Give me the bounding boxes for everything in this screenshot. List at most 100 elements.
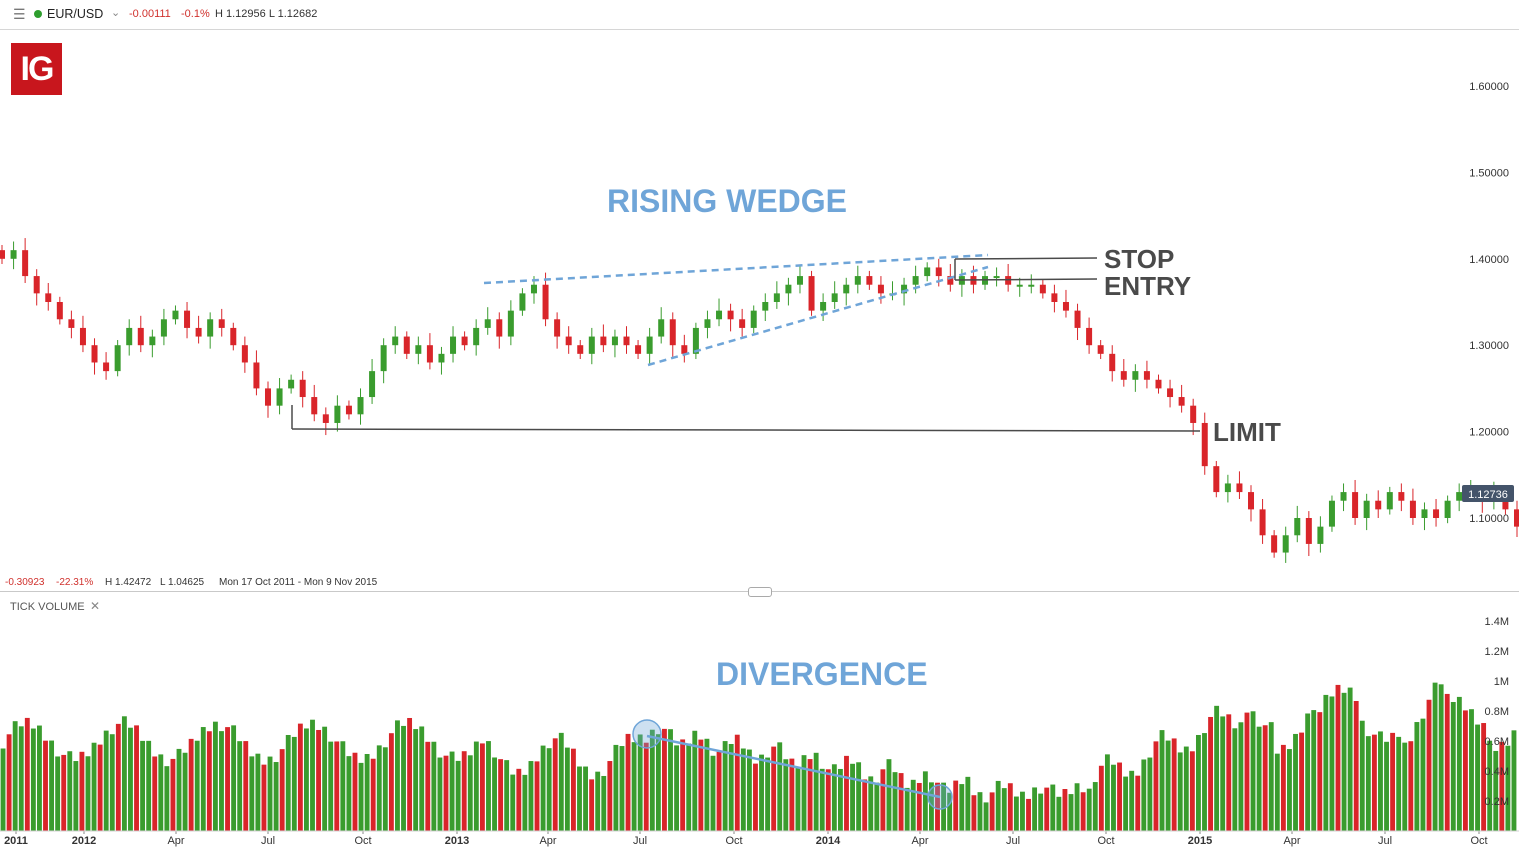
volume-bar xyxy=(449,751,455,831)
volume-tick-label: 1.4M xyxy=(1485,616,1509,628)
candle-body xyxy=(1190,405,1197,423)
volume-bar xyxy=(1080,792,1086,831)
candle-body xyxy=(588,336,595,354)
volume-bar xyxy=(316,729,322,831)
panel-resize-handle[interactable] xyxy=(748,587,772,597)
candle-body xyxy=(600,336,607,346)
volume-bar xyxy=(1444,693,1450,831)
candle-body xyxy=(681,345,688,354)
volume-bar xyxy=(419,726,425,831)
volume-bar xyxy=(455,760,461,831)
volume-bar xyxy=(206,731,212,831)
candle-body xyxy=(45,293,52,302)
price-change: -0.00111 xyxy=(129,8,171,20)
candle-body xyxy=(727,310,734,320)
volume-bar xyxy=(686,743,692,831)
volume-bar xyxy=(564,747,570,831)
volume-bar xyxy=(1293,733,1298,831)
limit-label: LIMIT xyxy=(1213,417,1281,447)
candle-body xyxy=(1178,397,1185,406)
volume-bar xyxy=(1426,699,1432,831)
volume-bar xyxy=(364,754,370,831)
volume-bar xyxy=(989,792,995,831)
volume-bar xyxy=(619,746,625,831)
volume-bar xyxy=(1511,730,1517,831)
volume-bar xyxy=(1481,723,1487,831)
instrument-symbol[interactable]: EUR/USD xyxy=(47,7,104,21)
candle-body xyxy=(831,293,838,302)
volume-bar xyxy=(668,729,673,831)
volume-bar xyxy=(388,733,394,831)
x-tick-label: Jul xyxy=(1006,835,1020,847)
volume-bar xyxy=(1365,736,1371,831)
candle-body xyxy=(218,319,225,328)
volume-bar xyxy=(49,740,55,831)
volume-bar xyxy=(680,739,686,831)
candle-body xyxy=(1213,466,1220,493)
volume-bar xyxy=(291,736,297,831)
volume-bar xyxy=(807,759,813,831)
volume-bar xyxy=(1226,714,1232,831)
volume-bar xyxy=(158,754,164,831)
volume-bar xyxy=(637,734,643,831)
volume-bar xyxy=(1038,793,1044,831)
hamburger-menu-icon[interactable]: ☰ xyxy=(13,6,26,22)
candle-body xyxy=(577,345,584,354)
candle-body xyxy=(1248,492,1255,510)
volume-bar xyxy=(1074,783,1080,831)
volume-bar xyxy=(243,741,249,831)
x-tick-label: Oct xyxy=(725,835,742,847)
x-tick-label: Oct xyxy=(354,835,371,847)
volume-bar xyxy=(649,729,655,831)
volume-bar xyxy=(704,738,710,831)
volume-bar xyxy=(1262,725,1268,831)
volume-tick-label: 0.2M xyxy=(1485,796,1509,808)
volume-bar xyxy=(965,776,971,831)
volume-bar xyxy=(85,756,91,831)
candle-body xyxy=(79,327,86,346)
candle-body xyxy=(450,336,457,354)
volume-bar xyxy=(322,726,328,831)
chevron-down-icon[interactable]: ⌄ xyxy=(111,7,121,19)
candle-body xyxy=(114,345,121,372)
close-panel-icon[interactable]: ✕ xyxy=(90,599,101,613)
volume-bar xyxy=(176,748,182,831)
candle-body xyxy=(392,336,399,346)
candle-body xyxy=(160,319,167,337)
instrument-toolbar: ☰ EUR/USD ⌄ -0.00111 -0.1% H 1.12956 L 1… xyxy=(0,0,1519,30)
candle-body xyxy=(1143,371,1150,380)
candle-body xyxy=(808,276,815,311)
candle-body xyxy=(762,302,769,311)
volume-bar xyxy=(237,741,243,831)
volume-bar xyxy=(953,780,959,831)
x-tick-label: Apr xyxy=(1283,835,1300,847)
volume-bar xyxy=(1111,764,1116,831)
volume-bar xyxy=(382,747,388,831)
volume-bar xyxy=(200,727,206,831)
candle-body xyxy=(1086,327,1093,346)
candle-body xyxy=(1421,509,1428,518)
volume-bar xyxy=(922,771,928,831)
divergence-peak-marker xyxy=(632,719,662,749)
volume-bar xyxy=(1007,783,1013,831)
volume-bar xyxy=(655,734,661,831)
candle-body xyxy=(1016,284,1023,287)
volume-bar xyxy=(1026,798,1031,831)
volume-bar xyxy=(607,761,613,831)
candle-body xyxy=(473,327,480,346)
candle-body xyxy=(33,276,40,294)
candle-body xyxy=(241,345,248,363)
candle-body xyxy=(415,345,422,354)
volume-bar xyxy=(18,726,24,831)
volume-bar xyxy=(765,757,771,831)
volume-bar xyxy=(929,782,934,831)
candle-body xyxy=(554,319,561,337)
volume-bar xyxy=(746,749,752,831)
candle-body xyxy=(1340,492,1347,501)
candle-body xyxy=(646,336,653,354)
period-low: L 1.04625 xyxy=(160,577,205,588)
volume-bar xyxy=(146,740,152,831)
volume-bar xyxy=(1499,741,1505,831)
volume-tick-label: 0.8M xyxy=(1485,706,1509,718)
volume-bar xyxy=(194,740,200,831)
